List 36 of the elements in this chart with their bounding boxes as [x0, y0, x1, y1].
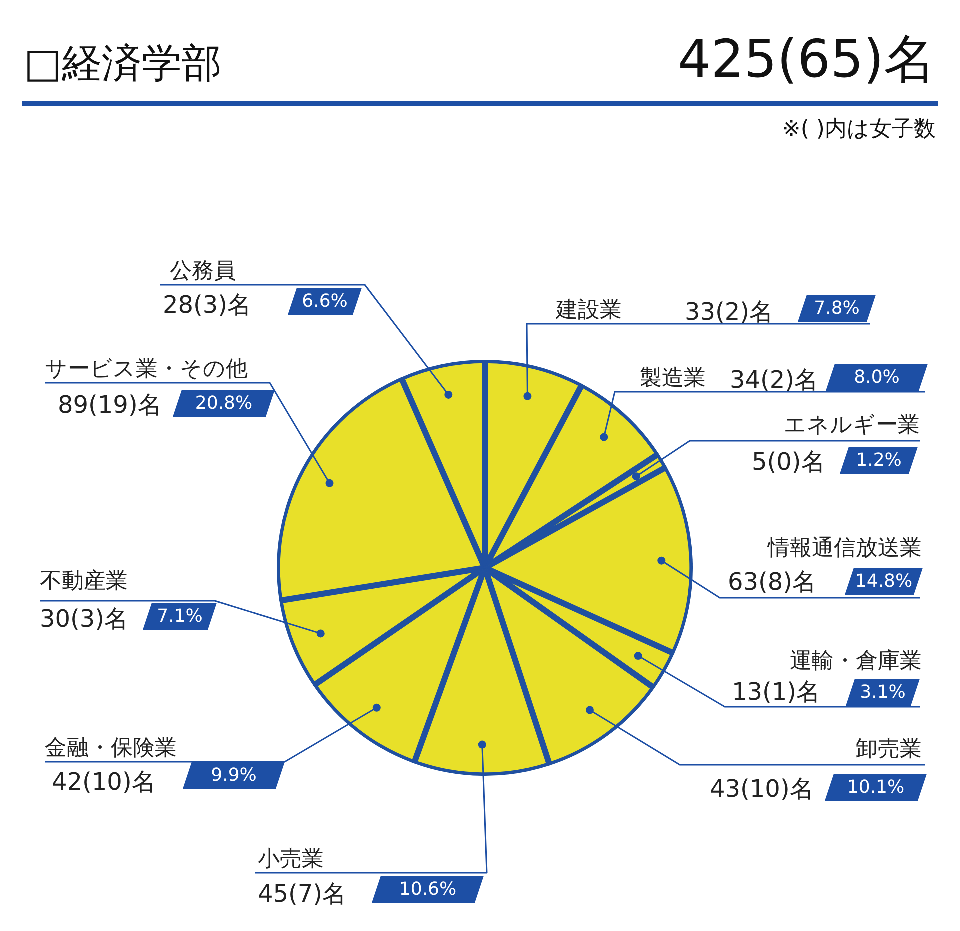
data-label: 43(10)名: [710, 775, 814, 803]
text: ※( )内は女子数: [782, 116, 936, 144]
data-label: 34(2)名: [730, 366, 819, 394]
text: 3.1%: [860, 682, 906, 704]
text: 1.2%: [856, 450, 902, 472]
slice-label: 不動産業: [40, 569, 128, 594]
data-label: 13(1)名: [732, 678, 821, 706]
data-label: 33(2)名: [685, 298, 774, 326]
data-label: 63(8)名: [728, 568, 817, 596]
slice-label: エネルギー業: [784, 413, 920, 438]
text: 10.1%: [847, 777, 905, 798]
data-label: 89(19)名: [58, 391, 162, 419]
text: 14.8%: [855, 571, 913, 592]
chart-title: □経済学部: [24, 40, 222, 89]
data-label: 45(7)名: [258, 880, 347, 908]
slice-label: 情報通信放送業: [767, 536, 922, 561]
text: 8.0%: [854, 367, 900, 388]
slice-label: サービス業・その他: [45, 357, 248, 382]
data-label: 5(0)名: [752, 448, 826, 476]
slice-label: 卸売業: [856, 737, 922, 762]
slice-label: 小売業: [258, 847, 324, 872]
slice-label: 建設業: [555, 298, 622, 323]
data-label: 28(3)名: [163, 291, 252, 319]
data-label: 42(10)名: [52, 768, 156, 796]
slice-label: 金融・保険業: [45, 736, 177, 761]
data-label: 30(3)名: [40, 605, 129, 633]
chart-subtitle: 425(65)名: [678, 29, 936, 92]
text: 6.6%: [302, 291, 348, 312]
slice-label: 運輸・倉庫業: [790, 649, 922, 674]
text: 20.8%: [195, 393, 253, 414]
text: 9.9%: [211, 765, 257, 786]
slice-label: 公務員: [170, 259, 236, 284]
text: 10.6%: [399, 879, 457, 900]
slice-label: 製造業: [640, 366, 706, 391]
text: 7.1%: [157, 606, 203, 628]
text: 7.8%: [814, 298, 860, 320]
